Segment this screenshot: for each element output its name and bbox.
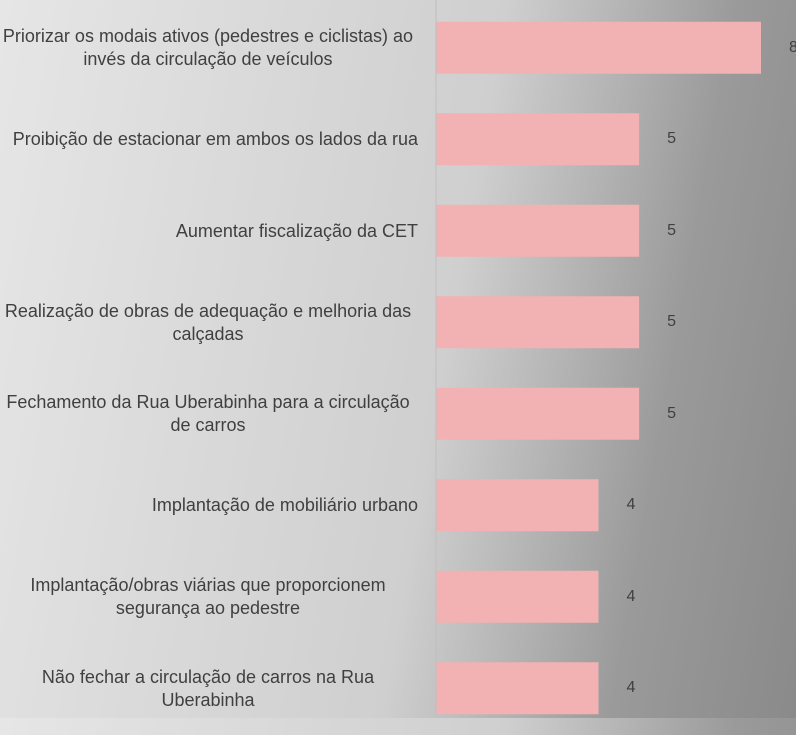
y-tick-label: Não fechar a circulação de carros na Rua… [0,643,418,735]
y-tick-label-text: Aumentar fiscalização da CET [175,220,418,241]
bar [436,570,599,623]
bar [436,296,640,349]
value-label: 5 [667,222,676,240]
y-tick-label: Aumentar fiscalização da CET [0,185,418,277]
y-tick-label-text: Realização de obras de adequação e melho… [4,300,412,344]
bar [436,387,640,440]
value-label: 4 [627,496,636,514]
y-tick-label-text: Fechamento da Rua Uberabinha para a circ… [6,392,410,435]
value-label-text: 4 [626,679,636,697]
value-label: 5 [667,130,676,148]
y-tick-label-text: Não fechar a circulação de carros na Rua… [41,666,375,710]
value-label: 8 [789,39,796,57]
y-tick-label: Proibição de estacionar em ambos os lado… [0,94,418,186]
value-label-text: 8 [789,38,796,56]
y-tick-label-text: Priorizar os modais ativos (pedestres e … [2,26,414,69]
value-label-text: 5 [667,221,677,239]
y-tick-label: Implantação/obras viárias que proporcion… [0,551,418,643]
y-tick-label: Implantação de mobiliário urbano [0,460,418,552]
value-label: 5 [667,405,676,423]
value-label-text: 5 [667,130,677,148]
bar [436,662,599,715]
value-label-text: 5 [667,313,677,331]
chart [435,0,761,718]
value-label-text: 5 [667,404,677,422]
value-label-text: 4 [626,587,636,605]
value-label: 4 [627,588,636,606]
bar [436,113,640,166]
y-tick-label-text: Implantação de mobiliário urbano [151,495,418,515]
bar [436,204,640,257]
y-tick-label: Fechamento da Rua Uberabinha para a circ… [0,368,418,460]
y-tick-label: Realização de obras de adequação e melho… [0,277,418,369]
y-tick-label: Priorizar os modais ativos (pedestres e … [0,2,418,94]
value-label: 4 [627,679,636,697]
y-tick-label-text: Proibição de estacionar em ambos os lado… [12,129,418,149]
value-label-text: 4 [626,496,636,514]
bar [436,479,599,532]
value-label: 5 [667,313,676,331]
page: (() => { const data = JSON.parse(documen… [0,0,796,718]
y-tick-label-text: Implantação/obras viárias que proporcion… [30,575,386,618]
bar [436,21,761,74]
